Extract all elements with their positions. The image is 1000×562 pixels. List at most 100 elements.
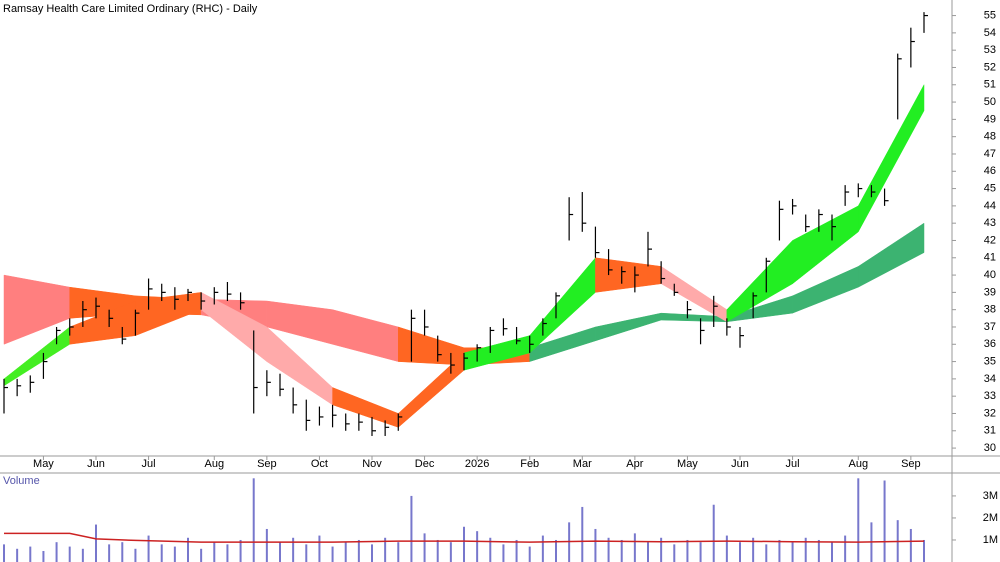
x-tick-label: Oct: [311, 458, 328, 470]
volume-bar: [502, 544, 505, 562]
y-tick-label: 39: [984, 286, 996, 298]
volume-bar: [489, 537, 492, 562]
y-tick-label: 42: [984, 234, 996, 246]
y-tick-label: 41: [984, 252, 996, 264]
y-tick-label: 2M: [983, 512, 998, 524]
ribbon-segment: [858, 222, 925, 288]
y-tick-label: 32: [984, 407, 996, 419]
volume-bar: [318, 535, 321, 562]
volume-bar: [292, 537, 295, 562]
y-tick-label: 38: [984, 304, 996, 316]
volume-bar: [16, 548, 19, 562]
y-tick-label: 48: [984, 131, 996, 143]
volume-bar: [68, 546, 71, 562]
volume-bar: [81, 548, 84, 562]
x-tick-label: 2026: [465, 458, 489, 470]
volume-average: [4, 532, 925, 543]
volume-bar: [436, 539, 439, 562]
volume-bar: [187, 537, 189, 562]
volume-bar: [279, 542, 281, 562]
x-tick-label: Apr: [626, 458, 643, 470]
volume-bar: [804, 537, 807, 562]
volume-bar: [581, 506, 584, 562]
volume-bar: [55, 542, 58, 562]
volume-bar: [857, 478, 860, 562]
x-tick-label: Feb: [520, 458, 539, 470]
volume-bar: [765, 544, 768, 562]
x-tick-label: Jun: [87, 458, 105, 470]
volume-bar: [3, 544, 5, 562]
volume-bar: [752, 537, 755, 562]
volume-bar: [620, 539, 623, 562]
y-tick-label: 51: [984, 79, 996, 91]
volume-bar: [344, 542, 347, 562]
ribbon-segment: [858, 84, 925, 232]
y-tick-label: 34: [984, 373, 996, 385]
volume-bar: [95, 524, 97, 562]
x-tick-label: Sep: [257, 458, 277, 470]
y-tick-label: 30: [984, 442, 996, 454]
volume-bar: [121, 542, 124, 562]
volume-bar: [331, 546, 334, 562]
y-tick-label: 49: [984, 113, 996, 125]
volume-bar: [607, 537, 610, 562]
volume-bar: [371, 544, 373, 562]
volume-bar: [699, 542, 702, 562]
x-tick-label: Aug: [848, 458, 868, 470]
x-tick-label: Nov: [362, 458, 382, 470]
volume-bar: [410, 495, 413, 562]
y-tick-label: 31: [984, 425, 996, 437]
volume-bar: [357, 539, 360, 562]
volume-bar: [686, 539, 689, 562]
x-tick-label: May: [33, 458, 54, 470]
y-tick-label: 43: [984, 217, 996, 229]
y-tick-label: 45: [984, 182, 996, 194]
chart-title: Ramsay Health Care Limited Ordinary (RHC…: [3, 3, 258, 15]
volume-bar: [725, 535, 728, 562]
y-tick-label: 36: [984, 338, 996, 350]
y-tick-label: 35: [984, 355, 996, 367]
volume-bar: [173, 546, 176, 562]
volume-bar: [29, 546, 32, 562]
volume-bar: [594, 528, 597, 562]
volume-bar: [160, 544, 163, 562]
volume-title: Volume: [3, 475, 40, 487]
volume-bar: [555, 539, 557, 562]
volume-bar: [831, 542, 833, 562]
y-tick-label: 47: [984, 148, 996, 160]
volume-bar: [476, 531, 479, 562]
volume-bar: [213, 542, 216, 562]
volume-bar: [265, 528, 268, 562]
volume-bar: [108, 544, 111, 562]
x-tick-label: Jul: [786, 458, 800, 470]
volume-bar: [541, 535, 544, 562]
x-tick-label: Aug: [204, 458, 224, 470]
volume-bar: [647, 542, 649, 562]
y-tick-label: 37: [984, 321, 996, 333]
y-tick-label: 54: [984, 27, 996, 39]
y-tick-label: 46: [984, 165, 996, 177]
y-tick-label: 33: [984, 390, 996, 402]
volume-bar: [844, 535, 847, 562]
volume-bar: [239, 539, 242, 562]
volume-bar: [42, 550, 45, 562]
volume-bar: [633, 533, 636, 562]
volume-bar: [712, 504, 715, 562]
volume-bar: [134, 548, 137, 562]
volume-bar: [528, 546, 531, 562]
volume-bar: [147, 535, 150, 562]
volume-bar: [673, 544, 676, 562]
volume-bar: [305, 544, 308, 562]
volume-bar: [909, 528, 912, 562]
y-tick-label: 40: [984, 269, 996, 281]
volume-bar: [252, 478, 255, 562]
volume-bar: [384, 537, 387, 562]
volume-bar: [923, 539, 925, 562]
x-tick-label: Mar: [573, 458, 592, 470]
y-tick-label: 3M: [983, 490, 998, 502]
volume-bar: [883, 480, 886, 562]
volume-bar: [791, 542, 794, 562]
y-tick-label: 44: [984, 200, 996, 212]
volume-bar: [463, 526, 465, 562]
